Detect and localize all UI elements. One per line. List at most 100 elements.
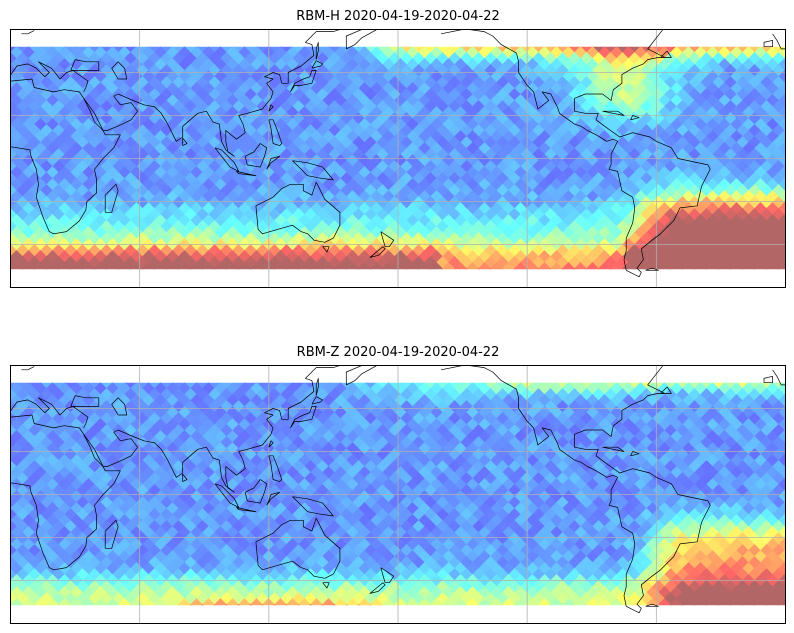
heat-cell <box>777 202 786 216</box>
heat-cell <box>81 250 96 264</box>
coastline <box>214 147 240 172</box>
heat-cell <box>105 502 120 516</box>
heat-cell <box>147 382 162 390</box>
coastline <box>630 115 640 121</box>
heat-cell <box>219 382 234 390</box>
coastline <box>380 231 395 248</box>
heat-cell <box>93 94 108 108</box>
heat-cell <box>243 382 258 390</box>
heat-cell <box>10 124 18 138</box>
heat-cell <box>201 262 216 270</box>
heat-cell <box>381 262 396 270</box>
heat-cell <box>111 220 126 234</box>
heat-cell <box>765 262 780 270</box>
heat-cell <box>111 76 126 90</box>
heat-cell <box>694 274 707 287</box>
heat-cell <box>93 70 108 84</box>
heat-cell <box>10 100 18 114</box>
heat-cell <box>93 262 108 270</box>
heat-cell <box>10 208 18 222</box>
heat-cell <box>609 46 624 60</box>
heat-cell <box>177 262 192 270</box>
heat-cell <box>213 268 216 270</box>
heat-cell <box>87 88 102 102</box>
heat-cell <box>93 178 108 192</box>
heat-cell <box>369 268 372 270</box>
heat-cell <box>99 88 114 102</box>
heat-cell <box>298 274 311 287</box>
heat-cell <box>105 46 120 60</box>
heat-cell <box>567 46 582 54</box>
heat-cell <box>357 382 372 396</box>
heat-cell <box>111 496 126 510</box>
heat-cell <box>603 382 618 390</box>
heat-cell <box>189 382 204 396</box>
heat-cell <box>741 46 756 60</box>
heat-cell <box>303 382 318 390</box>
heat-cell <box>142 274 155 287</box>
heat-cell <box>417 268 420 270</box>
heat-cell <box>501 262 516 270</box>
heat-cell <box>87 382 102 390</box>
heat-cell <box>213 262 228 270</box>
heat-cell <box>393 262 408 270</box>
heat-cell <box>669 268 672 270</box>
heat-cell <box>549 268 552 270</box>
heat-cell <box>681 268 684 270</box>
heat-cell <box>27 382 42 390</box>
heat-cell <box>93 58 108 72</box>
heat-cell <box>10 544 18 558</box>
heat-cell <box>106 274 119 287</box>
heat-cell <box>705 382 720 396</box>
heat-cell <box>274 274 287 287</box>
heat-cell <box>651 46 666 54</box>
heat-cell <box>10 496 18 510</box>
heat-cell <box>717 262 732 270</box>
heat-cell <box>69 46 84 60</box>
heat-cell <box>81 94 96 108</box>
heat-cell <box>718 274 731 287</box>
heat-cell <box>87 124 102 138</box>
heat-cell <box>363 46 378 54</box>
heat-cell <box>525 268 528 270</box>
heat-cell <box>141 382 156 396</box>
heat-cell <box>105 94 120 108</box>
heat-cell <box>273 262 288 270</box>
heat-cell <box>357 262 372 270</box>
heat-cell <box>10 412 18 426</box>
heat-cell <box>435 382 450 390</box>
heat-cell <box>99 160 114 174</box>
heat-cell <box>579 46 594 54</box>
heat-cell <box>585 262 600 270</box>
heat-cell <box>321 382 336 396</box>
heat-cell <box>489 262 504 270</box>
heat-cell <box>267 46 282 54</box>
heat-cell <box>501 268 504 270</box>
heat-cell <box>111 64 126 78</box>
heat-cell <box>189 46 204 60</box>
heat-cell <box>87 496 102 510</box>
heat-cell <box>75 148 90 162</box>
heat-cell <box>285 268 288 270</box>
heat-cell <box>693 268 696 270</box>
heat-cell <box>405 262 420 270</box>
heat-cell <box>141 46 156 60</box>
heat-cell <box>111 52 126 66</box>
coastline <box>369 246 386 258</box>
heat-cell <box>153 268 156 270</box>
heat-cell <box>639 382 654 390</box>
heat-cell <box>663 46 678 54</box>
heat-cell <box>10 220 18 234</box>
heat-cell <box>213 46 228 60</box>
coastline <box>772 33 786 50</box>
heat-cell <box>46 274 59 287</box>
heat-cell <box>279 382 294 390</box>
heat-cell <box>777 70 786 84</box>
heat-cell <box>513 382 528 396</box>
coastline <box>345 29 377 50</box>
heat-cell <box>183 382 198 390</box>
map-rbm-z <box>10 365 786 624</box>
heat-cell <box>777 430 786 444</box>
heat-cell <box>75 232 90 246</box>
heat-cell <box>10 460 18 474</box>
